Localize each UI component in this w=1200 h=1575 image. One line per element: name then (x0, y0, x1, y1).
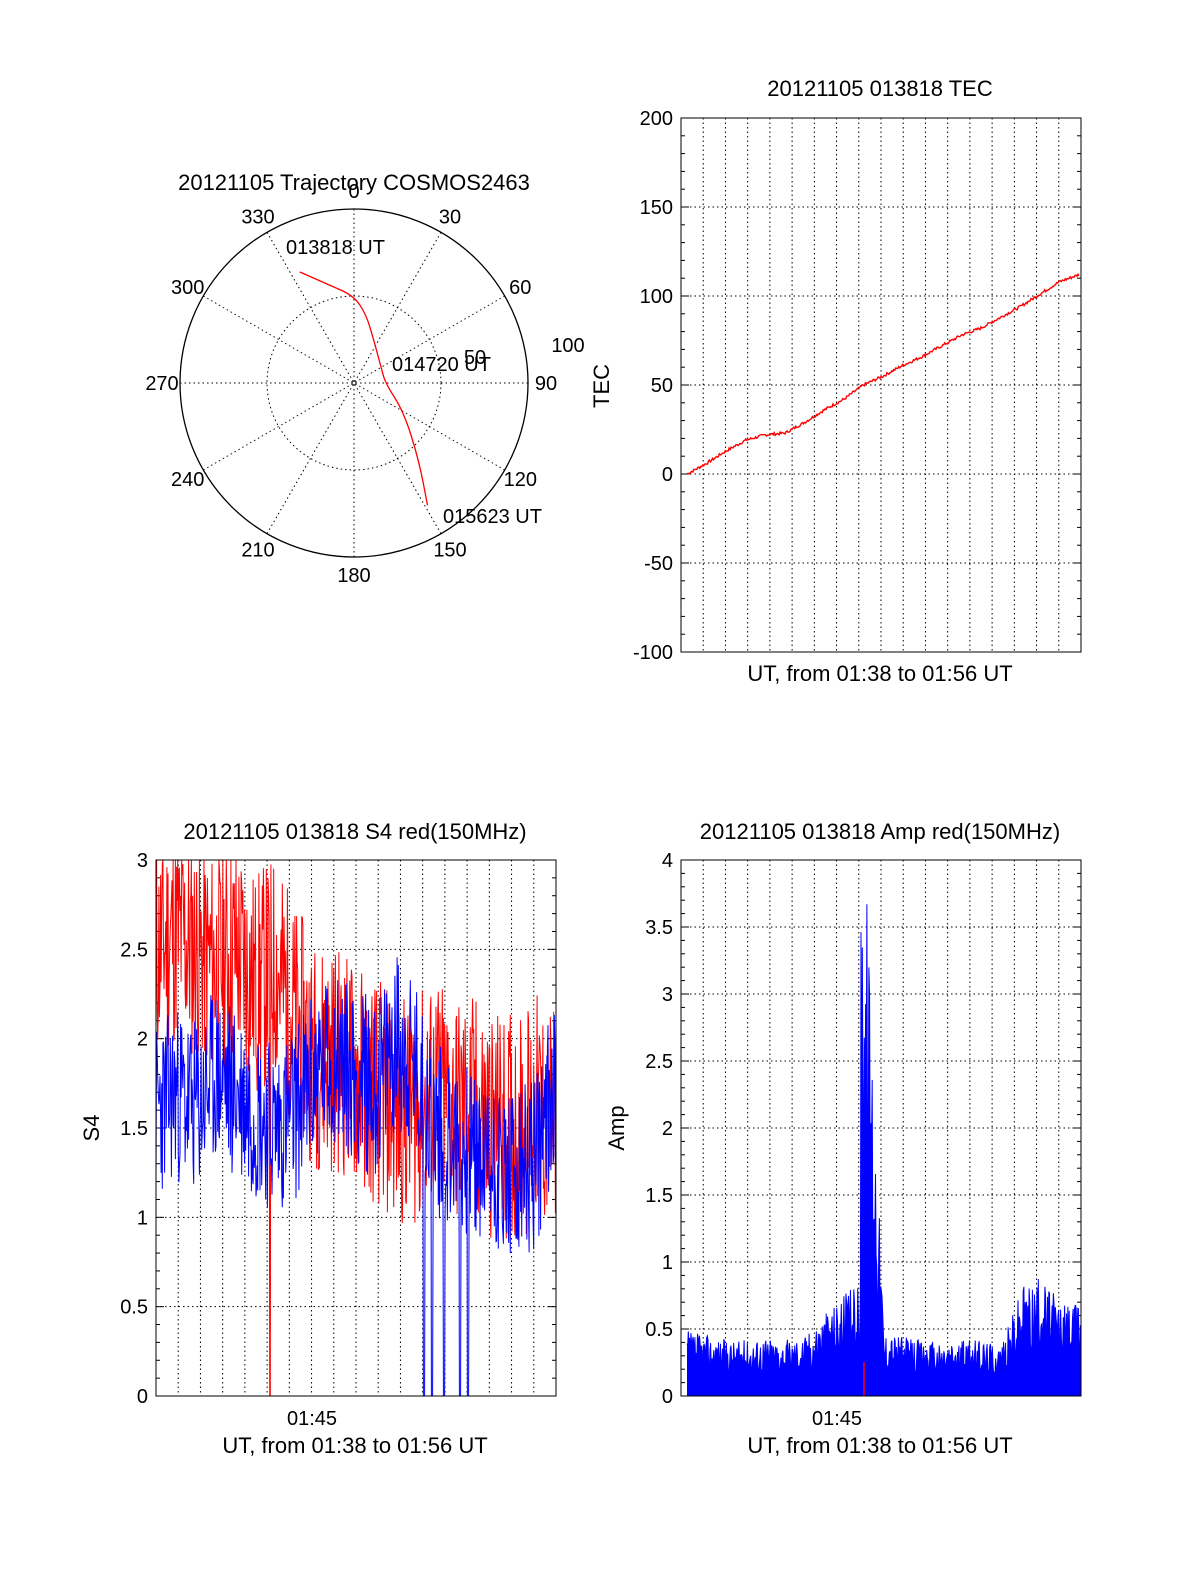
y-tick-label: 150 (640, 197, 673, 219)
polar-radius-label: 100 (551, 335, 584, 357)
s4-title: 20121105 013818 S4 red(150MHz) (183, 819, 526, 844)
s4-red-series-line (155, 859, 557, 1397)
s4-blue-series-line (155, 957, 557, 1397)
y-tick-label: 2.5 (645, 1051, 673, 1073)
polar-angle-label: 210 (241, 539, 274, 561)
y-tick-label: 0.5 (120, 1297, 148, 1319)
amp-blue-series-line (686, 904, 1082, 1377)
polar-angle-labels: 0 30 60 90 120 150 180 210 240 270 300 330 (145, 181, 557, 587)
polar-angle-label: 30 (439, 207, 461, 229)
amp-x-axis-label: UT, from 01:38 to 01:56 UT (747, 1433, 1012, 1458)
polar-angle-label: 330 (241, 207, 274, 229)
y-tick-label: 2 (662, 1118, 673, 1140)
s4-grid (156, 859, 556, 1397)
y-tick-label: 1.5 (645, 1185, 673, 1207)
y-tick-label: 1 (662, 1252, 673, 1274)
polar-grid (179, 208, 529, 558)
y-tick-label: -50 (644, 553, 673, 575)
y-tick-label: -100 (633, 642, 673, 664)
amp-title: 20121105 013818 Amp red(150MHz) (700, 819, 1060, 844)
s4-plot-frame (155, 859, 557, 1397)
tec-series-line (686, 272, 1080, 475)
polar-radius-labels: 50 100 (464, 335, 585, 369)
y-tick-label: 100 (640, 286, 673, 308)
tec-plot: 20121105 013818 TEC -100-50050100150200 … (589, 76, 1082, 686)
y-tick-label: 200 (640, 108, 673, 130)
tec-y-tick-labels: -100 -50 0 50 100 150 200 (633, 108, 673, 664)
tec-title: 20121105 013818 TEC (767, 76, 993, 101)
polar-angle-label: 60 (509, 277, 531, 299)
y-tick-label: 1 (137, 1207, 148, 1229)
trajectory-annotations: 013818 UT 014720 UT 015623 UT (286, 237, 542, 528)
trajectory-time-label: 013818 UT (286, 237, 385, 259)
s4-x-tick-label: 01:45 (287, 1408, 337, 1430)
amp-plot: 20121105 013818 Amp red(150MHz) 0 0.5 1 1.5… (604, 819, 1082, 1458)
polar-angle-label: 120 (504, 469, 537, 491)
polar-angle-label: 270 (145, 373, 178, 395)
s4-y-axis-label: S4 (79, 1115, 104, 1142)
y-tick-label: 4 (662, 850, 673, 872)
tec-plot-frame (680, 117, 1082, 653)
y-tick-label: 2 (137, 1029, 148, 1051)
trajectory-polar-plot: 20121105 Trajectory COSMOS2463 0 30 60 90 12… (145, 170, 584, 587)
polar-angle-label: 180 (337, 565, 370, 587)
s4-y-tick-labels: 0 0.5 1 1.5 2 2.5 3 (120, 850, 148, 1408)
y-tick-label: 50 (651, 375, 673, 397)
tec-grid (681, 117, 1081, 653)
amp-x-tick-label: 01:45 (812, 1408, 862, 1430)
polar-angle-label: 0 (348, 181, 359, 203)
trajectory-time-label: 015623 UT (443, 506, 542, 528)
polar-radius-label: 50 (464, 347, 486, 369)
y-tick-label: 3 (662, 984, 673, 1006)
amp-plot-frame (680, 859, 1082, 1397)
y-tick-label: 1.5 (120, 1118, 148, 1140)
polar-title: 20121105 Trajectory COSMOS2463 (178, 170, 530, 195)
y-tick-label: 0 (662, 464, 673, 486)
polar-angle-label: 150 (433, 539, 466, 561)
y-tick-label: 3 (137, 850, 148, 872)
tec-y-axis-label: TEC (589, 364, 614, 408)
polar-outer-circle (179, 208, 529, 558)
s4-plot: 20121105 013818 S4 red(150MHz) 0 0.5 1 1.5 2… (79, 819, 557, 1458)
polar-angle-label: 90 (535, 373, 557, 395)
amp-y-axis-label: Amp (604, 1105, 629, 1150)
s4-x-axis-label: UT, from 01:38 to 01:56 UT (222, 1433, 487, 1458)
trajectory-time-label: 014720 UT (392, 354, 491, 376)
y-tick-label: 0 (662, 1386, 673, 1408)
y-tick-label: 0.5 (645, 1319, 673, 1341)
amp-y-tick-labels: 0 0.5 1 1.5 2 2.5 3 3.5 4 (645, 850, 673, 1408)
y-tick-label: 2.5 (120, 939, 148, 961)
y-tick-label: 0 (137, 1386, 148, 1408)
trajectory-line (299, 271, 429, 506)
amp-blue-series-fill (687, 904, 1081, 1396)
polar-angle-label: 300 (171, 277, 204, 299)
tec-x-axis-label: UT, from 01:38 to 01:56 UT (747, 661, 1012, 686)
polar-angle-label: 240 (171, 469, 204, 491)
y-tick-label: 3.5 (645, 917, 673, 939)
